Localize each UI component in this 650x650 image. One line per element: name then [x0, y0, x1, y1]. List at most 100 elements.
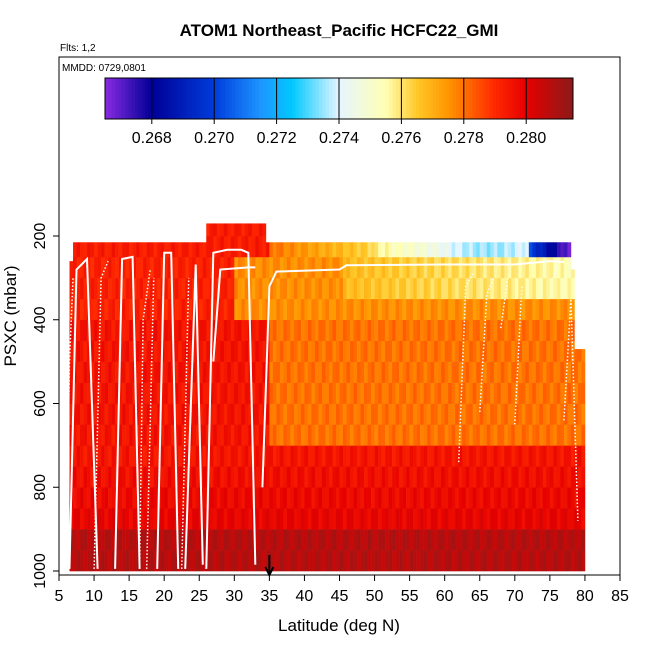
heatmap-cell [328, 466, 333, 488]
heatmap-cell [150, 466, 154, 488]
heatmap-cell [455, 340, 460, 362]
heatmap-cell [195, 403, 200, 425]
heatmap-cell [388, 319, 393, 341]
heatmap-cell [318, 298, 323, 321]
colorbar-swatch [569, 78, 574, 119]
heatmap-cell [304, 445, 309, 467]
heatmap-cell [125, 466, 130, 488]
heatmap-cell [209, 529, 214, 551]
heatmap-cell [381, 256, 386, 279]
heatmap-cell [560, 487, 565, 509]
heatmap-cell [325, 242, 330, 258]
heatmap-cell [367, 424, 372, 446]
heatmap-cell [262, 466, 267, 488]
heatmap-cell [90, 361, 95, 383]
heatmap-cell [283, 256, 288, 279]
heatmap-cell [97, 487, 102, 509]
heatmap-cell [465, 403, 470, 425]
heatmap-cell [97, 242, 102, 258]
heatmap-cell [514, 487, 519, 509]
heatmap-cell [511, 403, 516, 425]
heatmap-cell [279, 550, 284, 572]
heatmap-cell [318, 277, 323, 300]
heatmap-cell [321, 298, 326, 321]
heatmap-cell [101, 403, 105, 425]
heatmap-cell [160, 550, 165, 572]
heatmap-cell [581, 361, 586, 383]
heatmap-cell [525, 340, 530, 362]
heatmap-cell [325, 424, 330, 446]
heatmap-cell [321, 361, 326, 383]
heatmap-cell [458, 382, 463, 404]
heatmap-cell [188, 319, 193, 341]
colorbar-swatch [479, 78, 484, 119]
heatmap-cell [328, 382, 333, 404]
heatmap-cell [307, 256, 312, 279]
colorbar-swatch [419, 78, 423, 119]
colorbar-swatch [486, 78, 490, 119]
heatmap-cell [213, 424, 218, 446]
heatmap-cell [297, 529, 302, 551]
heatmap-cell [279, 424, 284, 446]
heatmap-cell [297, 319, 302, 341]
heatmap-cell [150, 298, 154, 321]
heatmap-cell [283, 277, 288, 300]
heatmap-cell [223, 445, 228, 467]
colorbar-swatch [252, 78, 256, 119]
heatmap-cell [230, 424, 235, 446]
heatmap-cell [283, 340, 288, 362]
heatmap-cell [402, 487, 407, 509]
heatmap-cell [458, 319, 463, 341]
heatmap-cell [178, 382, 183, 404]
x-tick-label: 40 [296, 588, 314, 605]
heatmap-cell [493, 445, 498, 467]
heatmap-cell [406, 403, 410, 425]
colorbar-swatch [288, 78, 293, 119]
heatmap-cell [451, 445, 456, 467]
heatmap-cell [420, 445, 424, 467]
heatmap-cell [448, 256, 452, 279]
heatmap-cell [153, 277, 158, 300]
heatmap-cell [143, 403, 147, 425]
heatmap-cell [248, 529, 253, 551]
heatmap-cell [185, 298, 190, 321]
heatmap-cell [300, 466, 305, 488]
colorbar-swatch [151, 78, 156, 119]
heatmap-cell [539, 424, 544, 446]
heatmap-cell [339, 242, 344, 258]
colorbar-swatch [469, 78, 474, 119]
colorbar-tick-label: 0.280 [506, 130, 546, 147]
heatmap-cell [80, 466, 84, 488]
heatmap-cell [525, 277, 530, 300]
heatmap-cell [339, 298, 344, 321]
heatmap-cell [251, 550, 256, 572]
heatmap-cell [269, 298, 274, 321]
heatmap-cell [125, 298, 130, 321]
heatmap-cell [493, 466, 498, 488]
heatmap-cell [402, 242, 407, 258]
colorbar-swatch [171, 78, 176, 119]
heatmap-cell [409, 424, 414, 446]
heatmap-cell [444, 277, 449, 300]
heatmap-cell [378, 242, 382, 258]
heatmap-cell [125, 403, 130, 425]
heatmap-cell [153, 242, 158, 258]
heatmap-cell [167, 277, 172, 300]
heatmap-cell [476, 529, 481, 551]
heatmap-cell [143, 550, 147, 572]
heatmap-cell [553, 424, 558, 446]
heatmap-cell [94, 340, 98, 362]
heatmap-cell [216, 403, 221, 425]
heatmap-cell [451, 340, 456, 362]
colorbar-swatch [292, 78, 296, 119]
heatmap-cell [570, 529, 575, 551]
heatmap-cell [202, 361, 207, 383]
heatmap-cell [535, 487, 540, 509]
heatmap-cell [493, 361, 498, 383]
heatmap-cell [286, 424, 291, 446]
heatmap-cell [346, 319, 351, 341]
y-tick-label: 1000 [32, 553, 49, 589]
heatmap-cell [272, 550, 277, 572]
heatmap-cell [80, 403, 84, 425]
heatmap-cell [532, 361, 537, 383]
